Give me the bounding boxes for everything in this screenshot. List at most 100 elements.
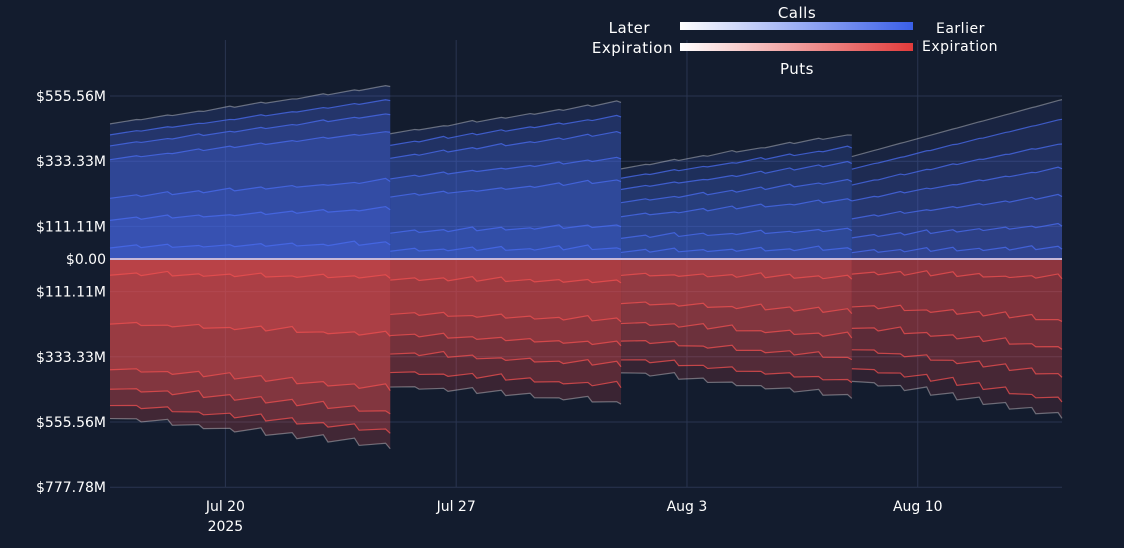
calls-band [851,194,1062,259]
y-tick-label: $555.56M [36,89,106,105]
calls-band [110,178,391,259]
calls-series-line [851,166,1063,202]
calls-band [851,167,1062,259]
x-year-label: 2025 [208,519,244,535]
calls-series-line [620,227,853,239]
axes: $555.56M $333.33M $111.11M $0.00 $111.11M $33… [36,89,943,535]
calls-series-line [390,156,622,180]
legend-later-line2: Expiration [592,39,673,57]
calls-band [851,99,1062,259]
calls-series-line [390,179,622,198]
calls-band [621,246,852,259]
puts-band [110,259,391,434]
calls-band [110,85,391,259]
calls-series-line [851,245,1063,254]
calls-series-line [109,99,391,136]
legend-calls-label: Calls [778,4,816,22]
puts-band [851,259,1062,279]
puts-series-line [851,304,1063,322]
puts-band [851,259,1062,350]
y-tick-label: $111.11M [36,285,106,301]
puts-series-line [109,417,391,450]
puts-series-line [621,372,853,399]
legend-earlier-line1: Earlier [936,21,985,37]
puts-band [110,259,391,391]
calls-series-line [109,240,391,249]
puts-band [621,259,852,314]
calls-band [621,134,852,259]
puts-series-line [109,388,391,415]
puts-band [621,259,852,280]
puts-band [390,259,622,388]
puts-series-line [621,321,853,339]
calls-series-line [109,131,391,161]
y-tick-label: $555.56M [36,415,106,431]
y-tick-label: $111.11M [36,219,106,235]
calls-series-line [851,193,1063,220]
calls-series-line [620,160,853,191]
calls-series-line [109,177,391,199]
calls-band [110,131,391,259]
calls-band [390,245,622,259]
puts-band [390,259,622,405]
calls-band [110,206,391,259]
puts-band [851,259,1062,402]
puts-series-line [851,270,1063,280]
calls-band [110,113,391,259]
calls-series-line [109,84,391,125]
puts-band [621,259,852,383]
calls-series-line [390,114,622,146]
puts-series-line [109,404,391,434]
calls-series-line [620,178,853,204]
legend-later-line1: Later [609,19,651,37]
calls-band [110,99,391,259]
calls-band [621,179,852,259]
puts-series-line [390,371,622,389]
y-tick-label: $0.00 [66,252,106,268]
calls-series-line [851,143,1063,186]
puts-series-line [620,301,853,315]
puts-band [110,259,391,337]
puts-series-line [109,270,391,279]
puts-series-line [390,311,622,323]
puts-series-line [851,368,1063,403]
y-tick-label: $333.33M [36,154,106,170]
puts-band [110,259,391,279]
calls-band [621,146,852,259]
x-tick-label: Jul 20 [205,499,245,515]
legend-earlier-line2: Expiration [922,39,998,55]
calls-series-line [851,99,1063,158]
calls-series-line [109,113,391,147]
calls-band [851,245,1062,259]
y-tick-label: $777.78M [36,480,106,496]
calls-band [110,241,391,259]
x-tick-label: Aug 3 [667,499,708,515]
calls-series-line [390,244,622,252]
legend-calls-gradient [680,22,913,30]
puts-series-line [390,350,622,368]
calls-series-line [851,222,1063,239]
puts-series-line [851,380,1063,419]
puts-area [109,259,1063,450]
puts-band [110,259,391,414]
calls-series-line [851,118,1063,170]
puts-series-line [109,368,391,392]
legend: Calls Puts Later Expiration Earlier Expi… [592,4,998,78]
calls-band [390,157,622,259]
calls-band [621,161,852,259]
x-tick-label: Jul 27 [436,499,476,515]
calls-band [390,115,622,260]
calls-series-line [620,198,853,218]
calls-series-line [620,134,852,170]
calls-series-line [620,145,853,179]
legend-puts-gradient [680,43,913,51]
puts-series-line [851,349,1063,378]
calls-band [390,100,622,259]
calls-series-line [109,205,391,221]
puts-series-line [390,276,622,284]
calls-band [851,143,1062,259]
calls-series-line [620,245,853,254]
puts-series-line [621,339,853,361]
